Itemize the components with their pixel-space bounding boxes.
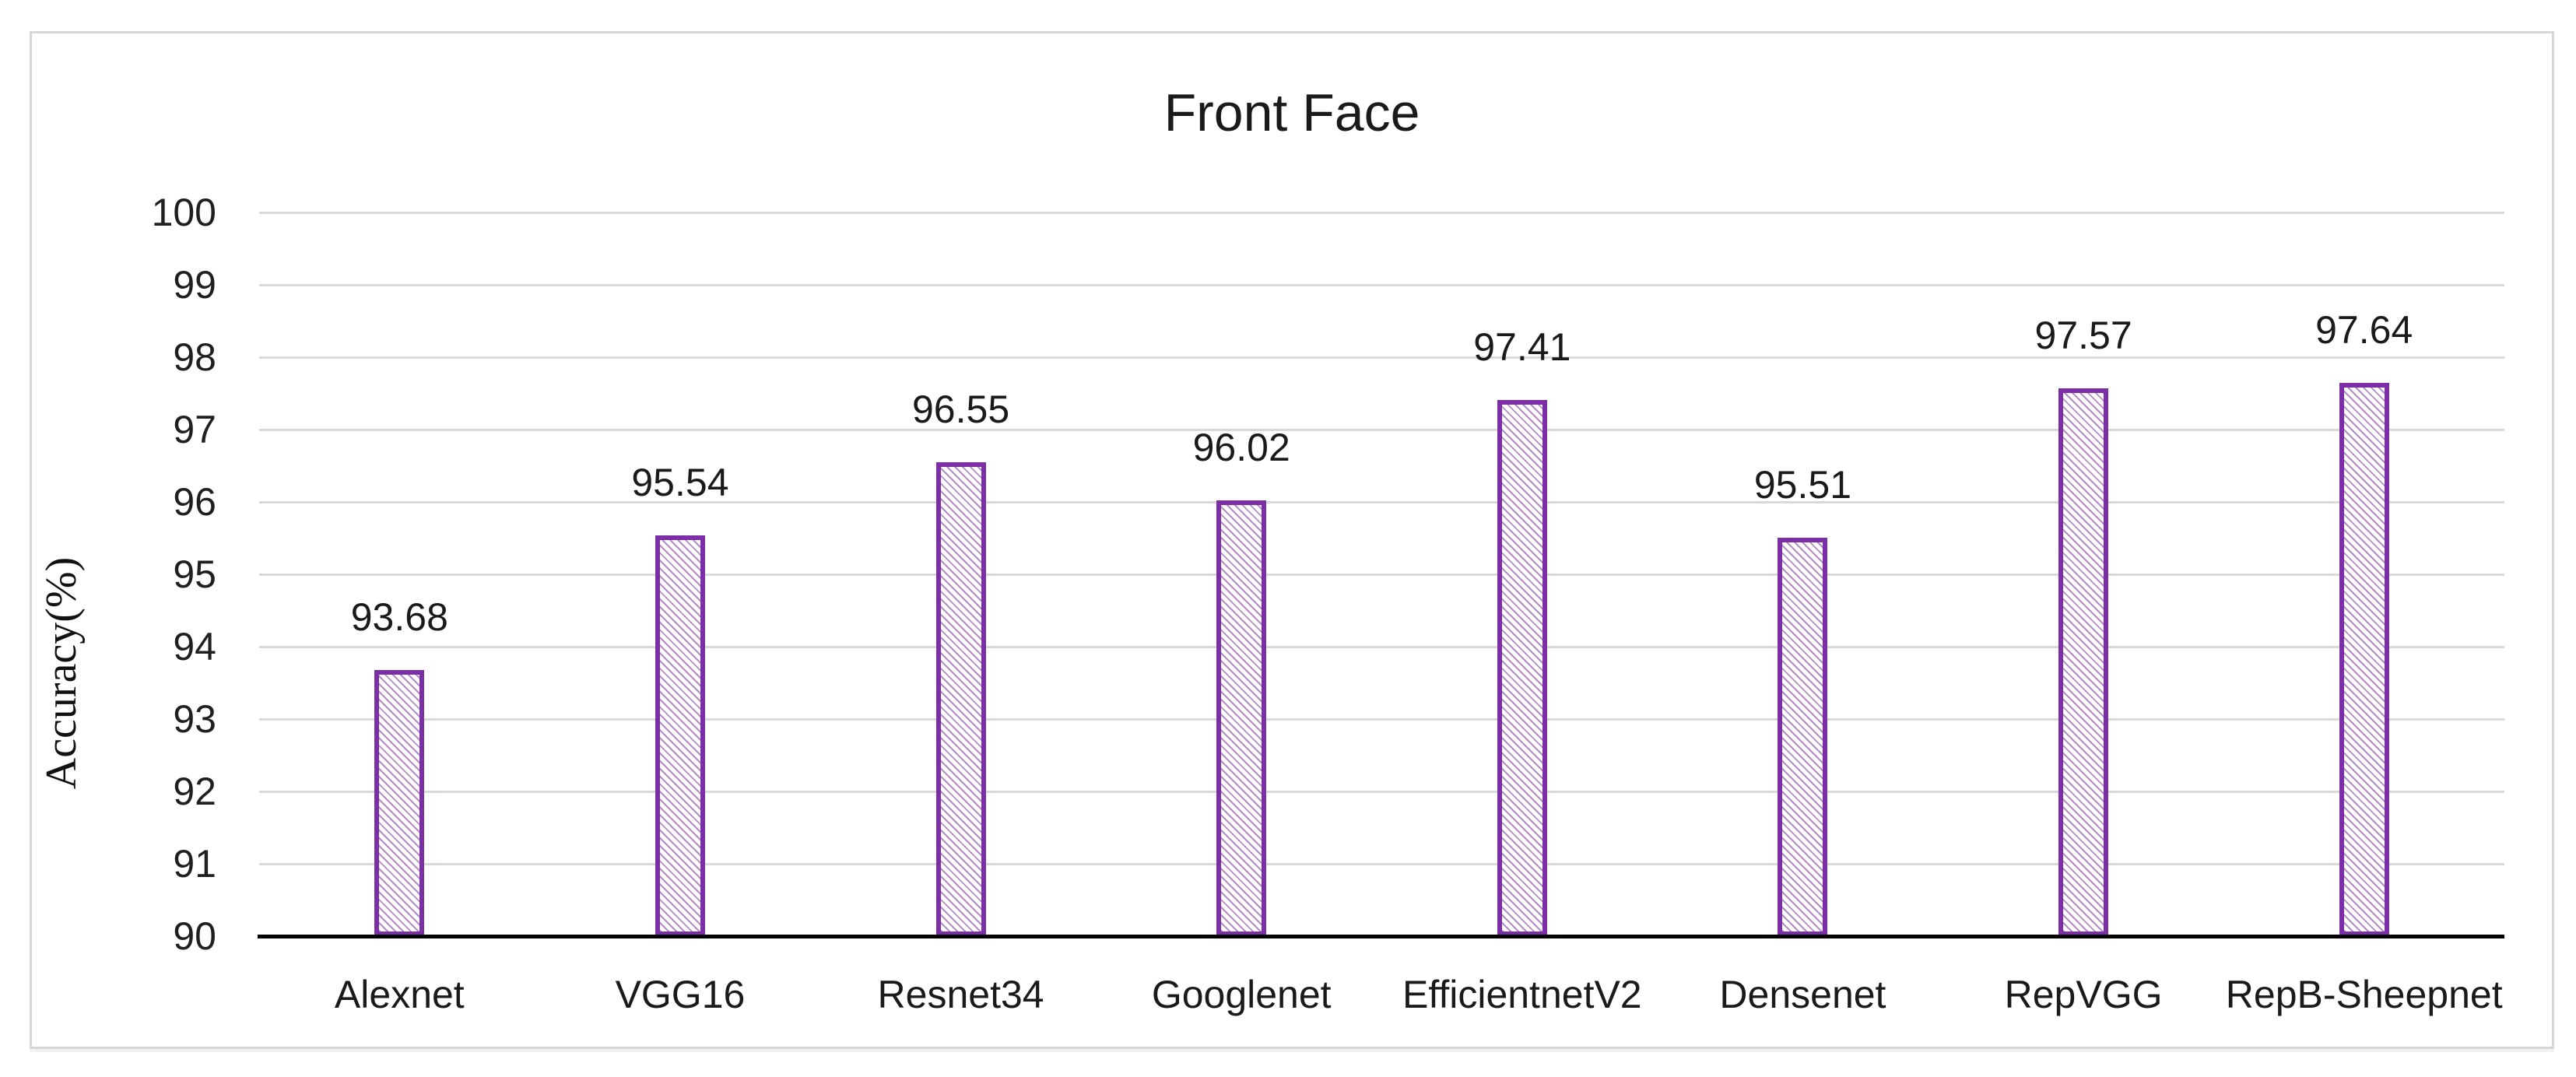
gridline [259, 428, 2504, 431]
gridline [259, 573, 2504, 576]
bar [2339, 383, 2389, 936]
bar-data-label: 93.68 [350, 595, 448, 639]
bar-data-label: 95.54 [631, 460, 729, 504]
bar [655, 535, 705, 936]
y-tick-label: 93 [173, 697, 216, 741]
y-tick-label: 96 [173, 480, 216, 524]
bar-data-label: 96.02 [1192, 426, 1290, 470]
bar [1497, 399, 1547, 936]
x-category-label: RepVGG [2004, 973, 2163, 1016]
y-tick-label: 95 [173, 553, 216, 596]
x-axis-line [258, 935, 2504, 938]
bar-data-label: 97.64 [2315, 308, 2413, 353]
gridline [259, 211, 2504, 214]
y-tick-label: 94 [173, 625, 216, 668]
gridline [259, 790, 2504, 793]
y-tick-label: 100 [151, 191, 216, 234]
bar [1778, 537, 1828, 936]
gridline [259, 356, 2504, 359]
chart-frame: Front Face Accuracy(%) 90 91 92 93 94 95 96 97 9… [30, 31, 2554, 1049]
bar-data-label: 97.57 [2034, 313, 2132, 357]
x-category-label: Alexnet [334, 973, 465, 1016]
y-tick-label: 92 [173, 770, 216, 813]
x-category-label: EfficientnetV2 [1402, 973, 1642, 1016]
y-tick-label: 98 [173, 335, 216, 379]
gridline [259, 862, 2504, 865]
bar [1216, 500, 1267, 936]
bar [935, 461, 986, 936]
x-category-label: RepB-Sheepnet [2225, 973, 2503, 1016]
y-tick-label: 97 [173, 408, 216, 451]
x-category-label: VGG16 [615, 973, 746, 1016]
x-category-label: Densenet [1719, 973, 1886, 1016]
chart-title: Front Face [1163, 83, 1420, 142]
x-category-label: Resnet34 [877, 973, 1044, 1016]
bar [2058, 388, 2109, 936]
gridline [259, 645, 2504, 648]
y-tick-label: 99 [173, 263, 216, 307]
bar-data-label: 97.41 [1473, 325, 1571, 369]
gridline [259, 283, 2504, 286]
x-category-label: Googlenet [1151, 973, 1332, 1016]
gridline [259, 717, 2504, 721]
bar-data-label: 95.51 [1753, 462, 1851, 507]
bar-data-label: 96.55 [912, 387, 1010, 431]
bar [374, 669, 425, 936]
gridline [259, 500, 2504, 503]
y-tick-label: 90 [173, 914, 216, 958]
y-tick-label: 91 [173, 842, 216, 886]
